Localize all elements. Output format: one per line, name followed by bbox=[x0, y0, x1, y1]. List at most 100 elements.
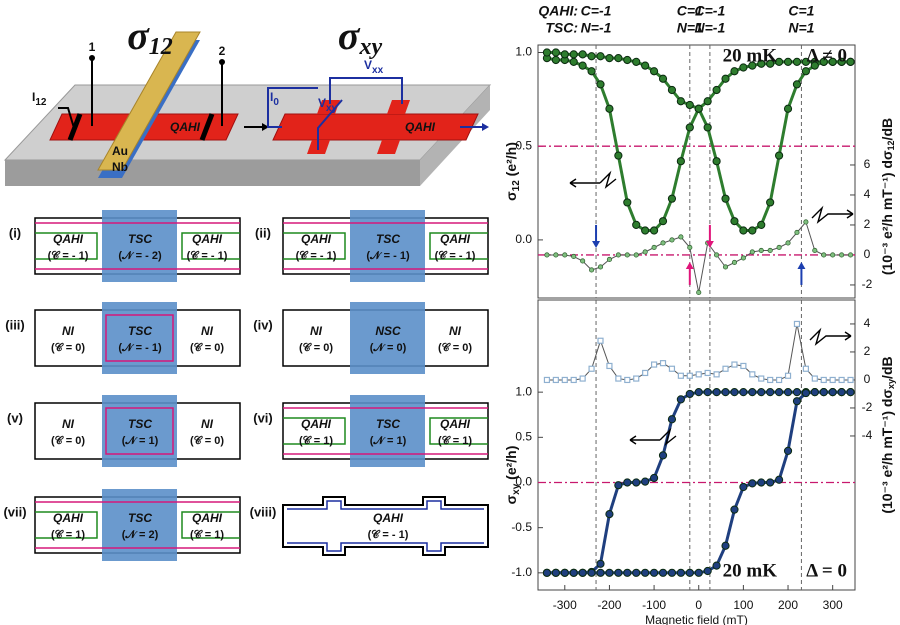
data-point bbox=[596, 559, 605, 568]
data-point bbox=[767, 376, 774, 384]
data-point bbox=[748, 479, 757, 488]
edge-state bbox=[283, 232, 346, 260]
suffix: /dB bbox=[879, 118, 895, 141]
vxx-label: Vxx bbox=[364, 58, 384, 75]
data-point bbox=[821, 252, 827, 258]
data-point bbox=[838, 376, 845, 384]
region-name: NSC bbox=[375, 324, 401, 338]
data-point bbox=[704, 369, 711, 377]
data-point bbox=[730, 388, 739, 397]
hall-bar-outline bbox=[282, 496, 489, 556]
data-point bbox=[792, 388, 802, 397]
region-name: QAHI bbox=[440, 417, 471, 431]
data-point bbox=[658, 74, 668, 83]
data-point bbox=[774, 475, 784, 484]
x-tick-label: -100 bbox=[642, 598, 666, 612]
plot-frame bbox=[537, 44, 856, 299]
edge-state bbox=[429, 417, 488, 445]
panel: (v) NI (𝒞 = 0) TSC (𝒩 = 1) NI (𝒞 = 0) bbox=[7, 395, 241, 467]
prefix: (10⁻³ e²/h mT⁻¹) dσ bbox=[879, 150, 895, 275]
data-point bbox=[650, 361, 658, 368]
x-tick-label: 300 bbox=[823, 598, 843, 612]
arrow-head bbox=[262, 123, 269, 131]
sigma12-title: σ12 bbox=[127, 13, 173, 59]
data-point bbox=[641, 61, 650, 70]
data-point bbox=[669, 237, 675, 243]
x-tick-label: -300 bbox=[553, 598, 577, 612]
x-tick-label: 200 bbox=[778, 598, 798, 612]
region-name: NI bbox=[310, 324, 323, 338]
data-point bbox=[686, 372, 693, 379]
region-name: QAHI bbox=[192, 511, 223, 525]
y2-tick-label: 4 bbox=[864, 187, 871, 201]
annotation: Δ ≠ 0 bbox=[807, 45, 847, 66]
data-point bbox=[801, 57, 810, 66]
y2-tick-label: 6 bbox=[864, 157, 871, 171]
qahi-label: QAHI bbox=[405, 120, 436, 134]
data-point bbox=[721, 74, 730, 83]
data-point bbox=[812, 247, 818, 254]
data-point bbox=[649, 473, 659, 483]
data-point bbox=[623, 478, 632, 487]
arrow-head bbox=[482, 123, 489, 131]
region-index: (𝒩 = - 2) bbox=[118, 250, 162, 262]
region-name: QAHI bbox=[301, 232, 332, 246]
data-point bbox=[810, 61, 819, 70]
data-point bbox=[694, 104, 703, 113]
region-name: QAHI bbox=[53, 511, 84, 525]
region-index: (𝒞 = - 1) bbox=[48, 249, 89, 262]
sc-region bbox=[102, 210, 177, 282]
data-point bbox=[758, 375, 765, 382]
annotation: 20 mK bbox=[723, 560, 778, 581]
data-point bbox=[605, 568, 614, 577]
data-point bbox=[542, 568, 552, 577]
y2-tick-label: 2 bbox=[864, 217, 871, 231]
data-point bbox=[578, 61, 587, 70]
data-point bbox=[739, 63, 748, 72]
panel-label: (viii) bbox=[250, 504, 277, 519]
region-index: (𝒞 = - 1) bbox=[435, 249, 476, 262]
data-point bbox=[703, 97, 712, 106]
data-point bbox=[624, 376, 631, 384]
main: V bbox=[318, 96, 326, 110]
panel-label: (i) bbox=[9, 225, 21, 240]
data-point bbox=[774, 57, 784, 66]
unit: (e²/h) bbox=[503, 446, 519, 484]
data-point bbox=[587, 52, 596, 61]
axis-pointer bbox=[629, 427, 677, 446]
axis-pointer bbox=[809, 327, 852, 346]
symbol: σ bbox=[127, 13, 150, 58]
data-point bbox=[801, 67, 810, 76]
data-point bbox=[792, 80, 802, 89]
data-point bbox=[766, 198, 775, 207]
data-point bbox=[641, 477, 650, 486]
tsc-header: TSC: bbox=[545, 20, 578, 36]
panel: (viii) QAHI (𝒞 = - 1) bbox=[250, 496, 489, 556]
data-point bbox=[785, 240, 791, 246]
data-point bbox=[579, 375, 586, 382]
data-point bbox=[553, 252, 559, 258]
data-point bbox=[819, 388, 828, 397]
current-lead bbox=[267, 87, 318, 128]
nb-label: Nb bbox=[112, 160, 128, 174]
data-point bbox=[596, 568, 605, 577]
data-point bbox=[667, 194, 677, 203]
y-tick-label: 0.5 bbox=[515, 429, 532, 443]
data-point bbox=[757, 220, 766, 230]
data-point bbox=[721, 194, 730, 203]
y2-axis-label: (10⁻³ e²/h mT⁻¹) dσxy/dB bbox=[879, 356, 897, 513]
data-point bbox=[839, 252, 845, 258]
data-point bbox=[739, 482, 748, 492]
data-point bbox=[694, 568, 703, 577]
data-point bbox=[730, 217, 739, 226]
panel-label: (ii) bbox=[255, 225, 271, 240]
region-name: QAHI bbox=[301, 417, 332, 431]
data-point bbox=[758, 247, 764, 254]
region-name: NI bbox=[201, 324, 214, 338]
region-name: QAHI bbox=[53, 232, 84, 246]
data-point bbox=[722, 365, 729, 372]
region-index: (𝒞 = 1) bbox=[299, 434, 333, 447]
main: V bbox=[364, 58, 372, 72]
edge-state-panels: (i) QAHI (𝒞 = - 1) TSC (𝒩 = - 2) QAHI (𝒞 = - 1… bbox=[3, 210, 489, 561]
tsc-number: N=1 bbox=[677, 20, 703, 36]
